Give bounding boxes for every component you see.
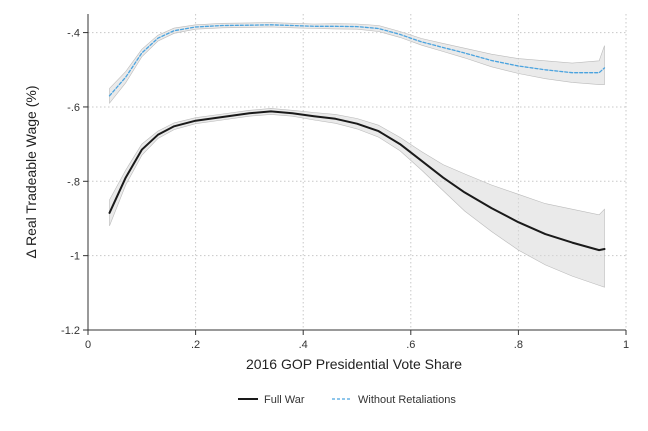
axes — [87, 14, 626, 331]
x-tick-label: .4 — [299, 339, 308, 351]
confidence-bands — [109, 22, 605, 288]
y-tick-label: -1 — [70, 251, 80, 263]
y-tick-label: -.4 — [67, 28, 80, 40]
x-ticks: 0 .2 .4 .6 .8 1 — [85, 330, 629, 351]
x-tick-label: .2 — [191, 339, 200, 351]
series-lines — [108, 24, 606, 252]
y-tick-label: -1.2 — [61, 325, 80, 337]
confidence-band-without-retaliations — [109, 22, 605, 105]
y-tick-label: -.8 — [67, 176, 80, 188]
x-tick-label: 1 — [623, 339, 629, 351]
legend-label-full-war: Full War — [264, 394, 305, 406]
confidence-band-full-war — [109, 108, 605, 288]
x-axis-title: 2016 GOP Presidential Vote Share — [246, 356, 462, 372]
y-tick-label: -.6 — [67, 102, 80, 114]
y-ticks: -.4 -.6 -.8 -1 -1.2 — [61, 28, 88, 337]
legend-label-without-retaliations: Without Retaliations — [358, 394, 456, 406]
series-line-without-retaliations — [108, 24, 606, 97]
x-tick-label: .6 — [406, 339, 415, 351]
legend: Full War Without Retaliations — [238, 394, 456, 406]
y-axis-title: Δ Real Tradeable Wage (%) — [23, 85, 39, 258]
x-tick-label: .8 — [514, 339, 523, 351]
x-tick-label: 0 — [85, 339, 91, 351]
series-line-full-war — [108, 110, 606, 252]
